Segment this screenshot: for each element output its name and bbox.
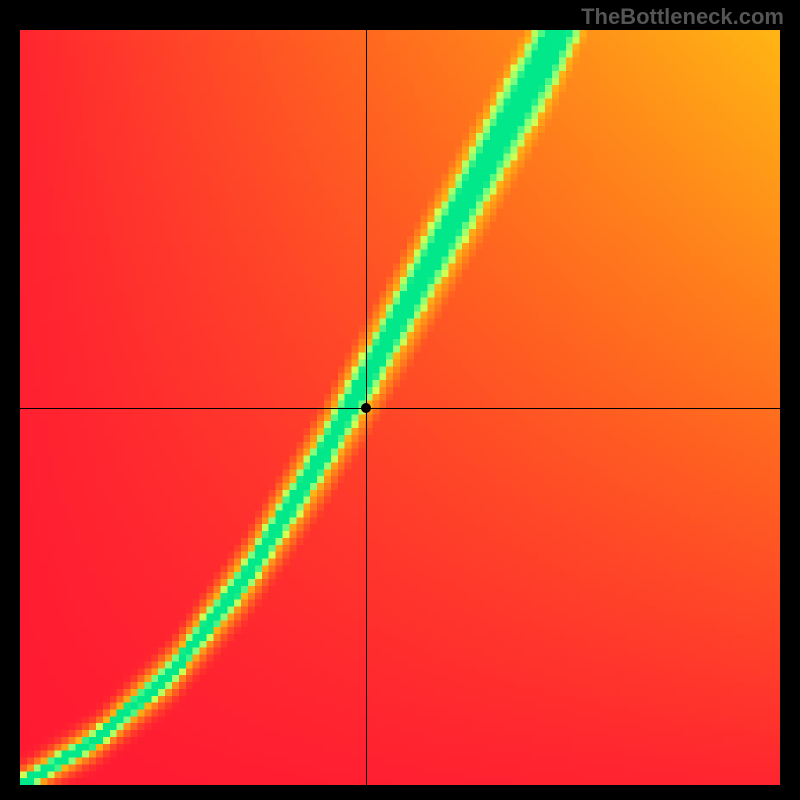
watermark-text: TheBottleneck.com xyxy=(581,4,784,30)
crosshair-horizontal xyxy=(20,408,780,409)
chart-container: TheBottleneck.com xyxy=(0,0,800,800)
selection-marker xyxy=(361,403,371,413)
